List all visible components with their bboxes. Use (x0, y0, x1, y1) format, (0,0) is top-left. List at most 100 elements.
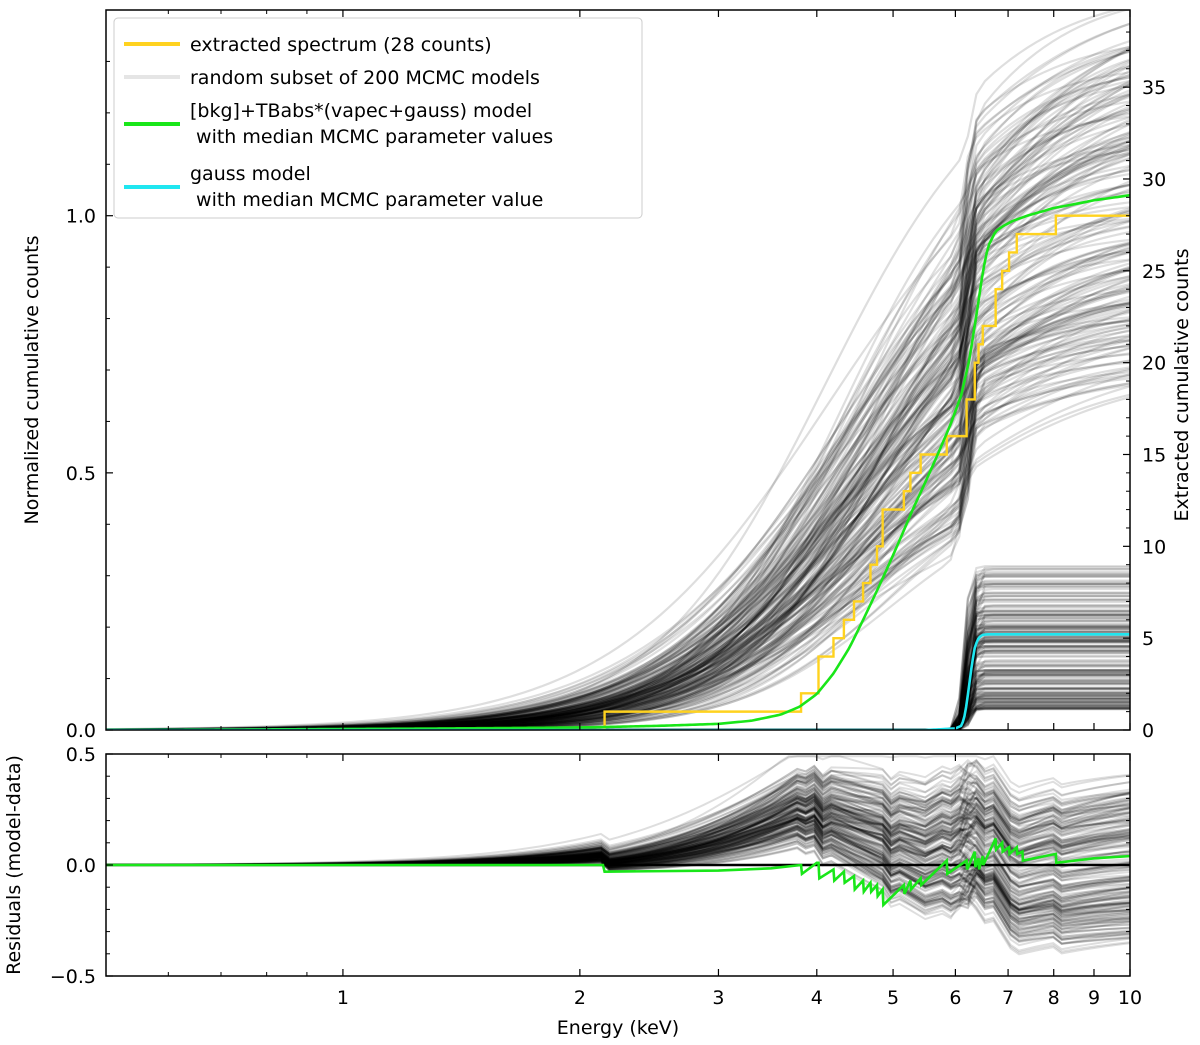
mcmc-gauss-line (106, 646, 1130, 730)
mcmc-gauss-line (106, 646, 1130, 730)
mcmc-model-line (106, 123, 1130, 730)
mcmc-gauss-line (106, 626, 1130, 730)
mcmc-gauss-line (106, 633, 1130, 730)
mcmc-gauss-line (106, 655, 1130, 730)
mcmc-gauss-line (106, 598, 1130, 730)
mcmc-gauss-line (106, 613, 1130, 730)
mcmc-gauss-line (106, 645, 1130, 730)
mcmc-model-line (106, 22, 1130, 730)
mcmc-gauss-line (106, 649, 1130, 730)
mcmc-gauss-line (106, 591, 1130, 730)
mcmc-gauss-line (106, 582, 1130, 730)
mcmc-gauss-line (106, 655, 1130, 730)
bottom-ylabel: Residuals (model-data) (3, 755, 25, 975)
mcmc-model-line (106, 91, 1130, 730)
mcmc-gauss-line (106, 664, 1130, 730)
mcmc-gauss-line (106, 698, 1130, 730)
mcmc-gauss-line (106, 614, 1130, 730)
legend-label-mcmc: random subset of 200 MCMC models (190, 67, 540, 89)
mcmc-residual-line (106, 773, 1130, 876)
mcmc-gauss-line (106, 673, 1130, 730)
right-y-tick-label: 15 (1142, 444, 1166, 466)
mcmc-model-line (106, 22, 1130, 730)
x-tick-label: 6 (949, 987, 961, 1009)
mcmc-gauss-line (106, 644, 1130, 730)
mcmc-gauss-line (106, 625, 1130, 730)
mcmc-gauss-line (106, 640, 1130, 730)
y-tick-label: 0.0 (66, 855, 96, 877)
y-tick-label: −0.5 (50, 966, 96, 988)
mcmc-gauss-line (106, 629, 1130, 730)
mcmc-gauss-line (106, 677, 1130, 730)
mcmc-gauss-line (106, 707, 1130, 730)
mcmc-gauss-line (106, 641, 1130, 730)
mcmc-gauss-line (106, 568, 1130, 730)
y-tick-label: 0.0 (66, 720, 96, 742)
bottom-x-ticks: 1 2 3 4 5 6 7 8 9 10 (167, 754, 1142, 1009)
right-y-tick-label: 10 (1142, 536, 1166, 558)
legend-label-gauss: gauss model (190, 163, 311, 185)
mcmc-model-line (106, 209, 1130, 730)
mcmc-gauss-line (106, 690, 1130, 730)
mcmc-gauss-line (106, 700, 1130, 730)
mcmc-gauss-line (106, 669, 1130, 730)
mcmc-gauss-line (106, 660, 1130, 730)
mcmc-gauss-line (106, 696, 1130, 730)
mcmc-gauss-line (106, 683, 1130, 730)
y-tick-label: 1.0 (66, 206, 96, 228)
median-residual-curve (106, 837, 1130, 908)
mcmc-gauss-line (106, 694, 1130, 730)
mcmc-gauss-line (106, 620, 1130, 730)
mcmc-gauss-line (106, 587, 1130, 730)
mcmc-model-line (106, 108, 1130, 730)
mcmc-gauss-line (106, 586, 1130, 730)
mcmc-gauss-line (106, 609, 1130, 730)
x-tick-label: 2 (574, 987, 586, 1009)
mcmc-gauss-line (106, 570, 1130, 730)
mcmc-gauss-line (106, 663, 1130, 730)
mcmc-gauss-line (106, 594, 1130, 730)
top-y-ticks: 0.0 0.5 1.0 (66, 60, 113, 742)
mcmc-gauss-line (106, 644, 1130, 730)
mcmc-gauss-line (106, 610, 1130, 730)
mcmc-gauss-line (106, 572, 1130, 730)
mcmc-gauss-line (106, 687, 1130, 730)
mcmc-gauss-line (106, 686, 1130, 730)
mcmc-gauss-line (106, 595, 1130, 730)
mcmc-gauss-line (106, 616, 1130, 730)
mcmc-gauss-line (106, 639, 1130, 730)
x-tick-label: 4 (811, 987, 823, 1009)
mcmc-gauss-line (106, 604, 1130, 730)
mcmc-gauss-line (106, 682, 1130, 730)
mcmc-gauss-line (106, 623, 1130, 730)
mcmc-gauss-line (106, 704, 1130, 730)
x-tick-label: 10 (1118, 987, 1142, 1009)
mcmc-gauss-line (106, 580, 1130, 730)
mcmc-gauss-line (106, 692, 1130, 730)
mcmc-gauss-line (106, 675, 1130, 730)
mcmc-gauss-line (106, 640, 1130, 730)
mcmc-gauss-line (106, 609, 1130, 730)
cumulative-counts-panel: 0.0 0.5 1.0 0 5 10 15 20 25 30 35 Normalized cumu… (21, 9, 1193, 742)
mcmc-gauss-line (106, 697, 1130, 730)
mcmc-gauss-line (106, 707, 1130, 730)
legend-label-median-model-line2: with median MCMC parameter values (190, 126, 553, 148)
mcmc-gauss-line (106, 627, 1130, 730)
mcmc-gauss-line (106, 680, 1130, 730)
mcmc-gauss-line (106, 633, 1130, 730)
mcmc-gauss-line (106, 697, 1130, 730)
mcmc-gauss-line (106, 626, 1130, 730)
right-ylabel: Extracted cumulative counts (1171, 248, 1193, 521)
right-y-tick-label: 35 (1142, 77, 1166, 99)
mcmc-gauss-line (106, 700, 1130, 730)
mcmc-gauss-line (106, 644, 1130, 730)
x-tick-label: 1 (337, 987, 349, 1009)
right-y-tick-label: 0 (1142, 720, 1154, 742)
y-tick-label: 0.5 (66, 744, 96, 766)
mcmc-model-line (106, 59, 1130, 730)
mcmc-gauss-line (106, 690, 1130, 730)
bottom-y-ticks: −0.5 0.0 0.5 (50, 744, 1130, 988)
mcmc-gauss-line (106, 600, 1130, 730)
xlabel: Energy (keV) (557, 1017, 679, 1039)
legend: extracted spectrum (28 counts) random su… (113, 17, 643, 219)
